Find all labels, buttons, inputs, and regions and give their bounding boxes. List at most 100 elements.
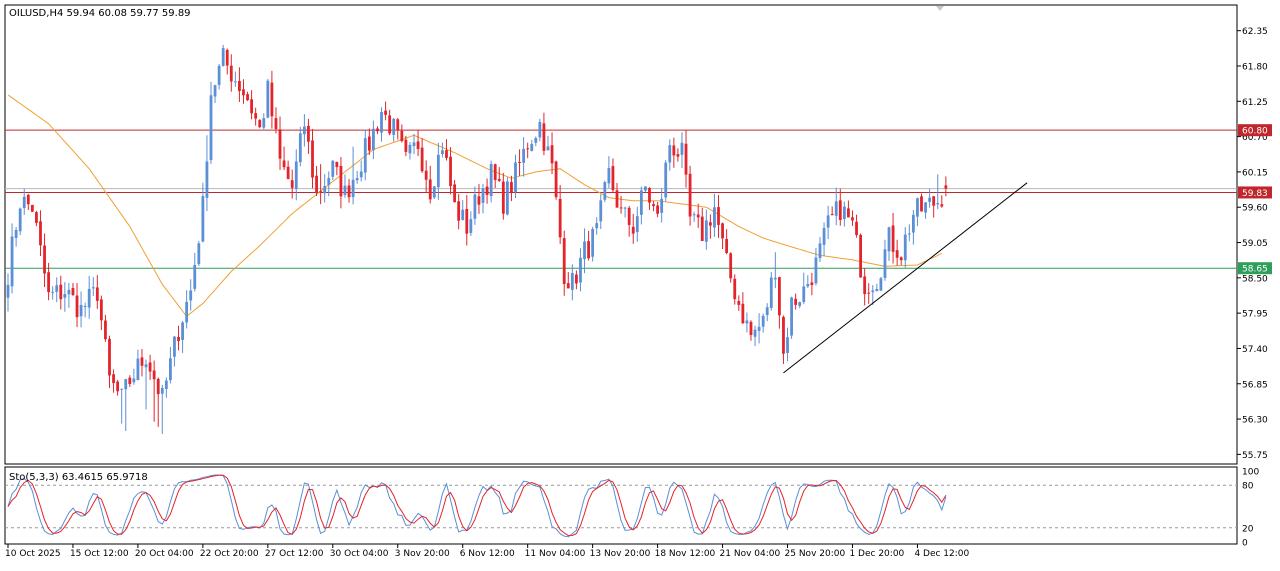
candle-body (152, 370, 156, 380)
candle-body (39, 221, 42, 246)
candle-body (944, 185, 948, 189)
candle-body (258, 120, 262, 128)
candle-body (855, 221, 858, 235)
candle-body (396, 119, 400, 131)
candle-body (672, 145, 676, 156)
candle-body (351, 179, 355, 198)
candle-body (144, 364, 148, 368)
candle-body (274, 118, 278, 129)
candle-body (887, 227, 891, 252)
candle-body (124, 379, 128, 390)
candle-body (830, 214, 834, 216)
x-tick-label: 10 Oct 2025 (5, 549, 61, 559)
candle-body (851, 217, 854, 221)
candle-body (465, 208, 469, 234)
candle-body (428, 179, 432, 200)
candle-body (311, 140, 314, 178)
candle-body (696, 214, 700, 218)
candle-body (769, 277, 773, 308)
candle-body (656, 205, 659, 214)
candle-body (664, 162, 668, 198)
y-tick-label: 59.60 (1242, 204, 1268, 214)
candle-body (928, 197, 932, 202)
y-tick-label: 56.30 (1242, 416, 1268, 426)
candle-body (631, 226, 635, 234)
candle-body (30, 204, 34, 212)
candle-body (562, 238, 566, 285)
stoch-info-text: Sto(5,3,3) 63.4615 65.9718 (9, 472, 148, 483)
candle-body (713, 207, 716, 228)
candle-body (599, 200, 603, 222)
candle-body (558, 198, 562, 238)
candle-body (505, 181, 509, 215)
candle-body (355, 178, 359, 181)
level-price-tag (1238, 124, 1272, 137)
candle-body (794, 298, 798, 305)
trendline (783, 182, 1028, 374)
chart-shift-marker (936, 6, 944, 11)
candle-body (221, 48, 225, 66)
x-tick-label: 6 Nov 12:00 (460, 549, 515, 559)
candle-body (891, 225, 895, 252)
candle-body (522, 148, 526, 163)
candle-body (680, 142, 684, 155)
candle-body (644, 186, 647, 191)
candle-body (579, 257, 582, 283)
candle-body (611, 166, 615, 191)
stochastic-pane[interactable] (4, 466, 1238, 545)
candle-body (623, 207, 627, 209)
candle-body (940, 204, 944, 207)
candle-body (615, 190, 619, 208)
candle-body (469, 219, 473, 233)
candle-body (6, 284, 10, 298)
candle-body (363, 138, 367, 173)
candle-body (339, 165, 343, 197)
candle-body (254, 113, 258, 119)
candle-body (408, 144, 412, 154)
candle-body (367, 136, 371, 151)
candle-body (79, 304, 83, 317)
stoch-signal-line (7, 474, 947, 537)
candle-body (359, 171, 363, 178)
candle-body (749, 321, 753, 336)
x-tick-label: 20 Oct 04:00 (135, 549, 194, 559)
candle-body (35, 212, 38, 223)
candle-body (91, 287, 95, 289)
candle-body (282, 160, 286, 168)
level-price-tag (1238, 186, 1272, 199)
candle-body (160, 388, 164, 394)
candle-body (493, 164, 497, 180)
candle-body (786, 337, 789, 354)
candle-body (233, 81, 237, 83)
candle-body (847, 208, 850, 218)
candle-body (55, 285, 59, 292)
candle-body (205, 161, 209, 198)
candle-body (814, 257, 818, 284)
stoch-y-tick-label: 0 (1242, 539, 1248, 549)
candle-body (692, 214, 696, 216)
candle-body (209, 95, 213, 161)
candle-body (388, 115, 392, 134)
candle-body (810, 282, 814, 286)
candle-body (132, 378, 136, 383)
main-price-pane[interactable] (4, 4, 1238, 465)
candle-body (307, 125, 310, 142)
candle-body (59, 284, 63, 300)
level-price-label: 58.65 (1242, 265, 1268, 275)
candle-body (875, 289, 879, 292)
candle-body (583, 241, 586, 260)
candle-body (71, 288, 75, 295)
candle-body (757, 326, 761, 331)
candle-body (700, 216, 704, 241)
candle-body (457, 201, 461, 221)
candle-body (95, 287, 99, 301)
y-tick-label: 59.05 (1242, 239, 1268, 249)
candle-body (26, 194, 30, 205)
x-tick-label: 25 Nov 20:00 (785, 549, 846, 559)
candle-body (343, 185, 347, 195)
candle-body (51, 291, 55, 293)
candle-body (262, 118, 266, 128)
candle-body (497, 178, 501, 181)
